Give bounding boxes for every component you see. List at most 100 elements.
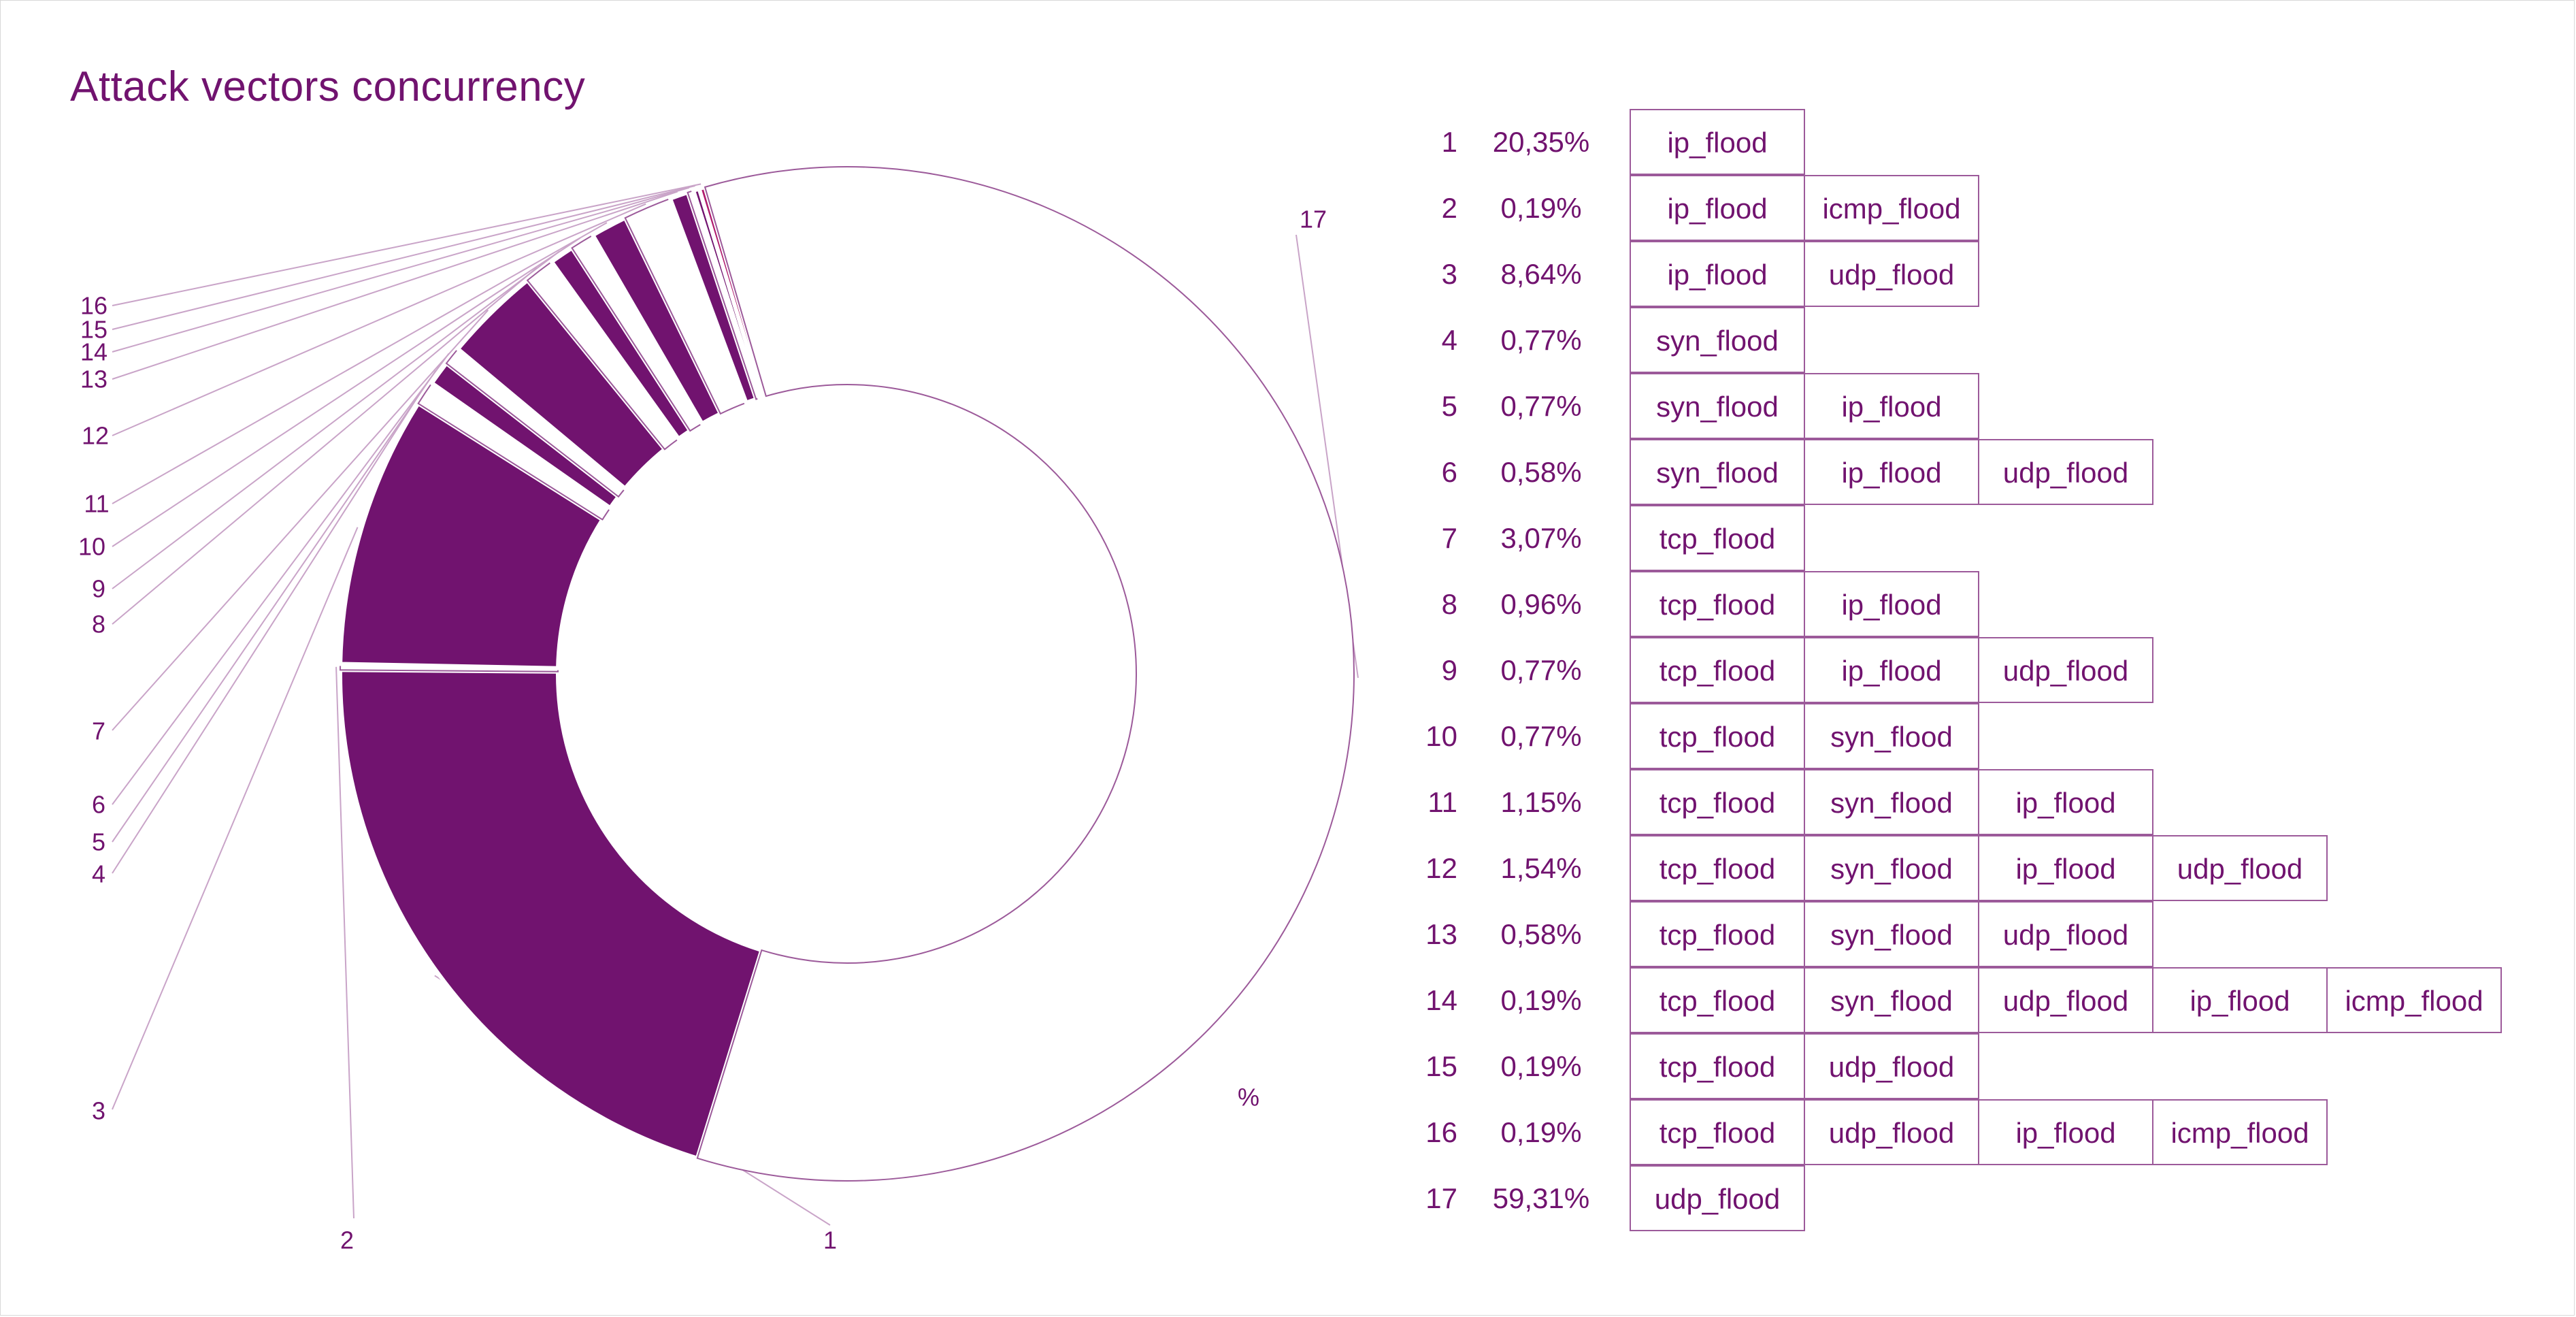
vector-cell: ip_flood <box>1630 109 1805 175</box>
vector-cell: tcp_flood <box>1630 901 1805 967</box>
row-index: 7 <box>1441 522 1457 554</box>
row-percentage: 1,15% <box>1500 786 1582 818</box>
row-percentage: 3,07% <box>1500 522 1582 554</box>
row-percentage: 0,19% <box>1500 1050 1582 1082</box>
slice-label-9: 9 <box>92 575 105 603</box>
leader-line-13 <box>112 191 678 380</box>
vector-cells: tcp_flood syn_flood udp_flood ip_flood icmp_… <box>1630 967 2502 1033</box>
donut-slice-1 <box>338 668 765 1161</box>
vector-cells: tcp_flood ip_flood udp_flood <box>1630 637 2153 703</box>
slice-label-17: 17 <box>1300 206 1327 233</box>
vector-cell: syn_flood <box>1804 703 1979 769</box>
vector-cell: syn_flood <box>1630 307 1805 373</box>
row-percentage: 0,77% <box>1500 720 1582 752</box>
vector-cell: ip_flood <box>1804 637 1979 703</box>
row-percentage: 0,19% <box>1500 984 1582 1016</box>
leader-line-15 <box>112 185 695 330</box>
vector-cell: icmp_flood <box>1804 175 1979 241</box>
vector-cell: syn_flood <box>1630 373 1805 439</box>
vector-cells: syn_flood ip_flood <box>1630 373 1979 439</box>
leader-line-10 <box>112 237 581 547</box>
vector-cells: ip_flood icmp_flood <box>1630 175 1979 241</box>
slice-label-10: 10 <box>78 533 105 561</box>
vector-cell: udp_flood <box>1978 439 2153 505</box>
chart-title: Attack vectors concurrency <box>70 63 586 110</box>
vector-cells: tcp_flood ip_flood <box>1630 571 1979 637</box>
slice-label-4: 4 <box>92 860 105 888</box>
slice-label-6: 6 <box>92 791 105 819</box>
vector-cell: syn_flood <box>1804 769 1979 835</box>
vector-cells: tcp_flood udp_flood <box>1630 1033 1979 1099</box>
vector-cell: udp_flood <box>1978 901 2153 967</box>
row-index: 5 <box>1441 390 1457 422</box>
vector-cell: tcp_flood <box>1630 835 1805 901</box>
row-index: 14 <box>1425 984 1457 1016</box>
row-index: 17 <box>1425 1182 1457 1214</box>
vector-cell: tcp_flood <box>1630 1033 1805 1099</box>
vector-cell: syn_flood <box>1804 901 1979 967</box>
row-index: 13 <box>1425 918 1457 950</box>
row-percentage: 0,96% <box>1500 588 1582 620</box>
vector-cell: udp_flood <box>1978 637 2153 703</box>
leader-line-2 <box>335 666 354 1219</box>
slice-label-1: 1 <box>823 1226 837 1254</box>
vector-cell: ip_flood <box>1978 769 2153 835</box>
vector-cell: ip_flood <box>2152 967 2328 1033</box>
slice-label-3: 3 <box>92 1097 105 1125</box>
vector-cells: udp_flood <box>1630 1165 1805 1231</box>
slice-label-15: 15 <box>80 316 108 344</box>
slice-label-7: 7 <box>92 717 105 745</box>
vector-cell: ip_flood <box>1804 571 1979 637</box>
vector-cells: ip_flood udp_flood <box>1630 241 1979 307</box>
vector-cell: tcp_flood <box>1630 571 1805 637</box>
row-index: 11 <box>1427 786 1457 818</box>
vector-cell: icmp_flood <box>2152 1099 2328 1165</box>
donut-slice-17 <box>696 166 1355 1182</box>
vector-cells: tcp_flood <box>1630 505 1805 571</box>
vector-cells: syn_flood ip_flood udp_flood <box>1630 439 2153 505</box>
row-percentage: 0,19% <box>1500 1116 1582 1148</box>
vector-cell: udp_flood <box>2152 835 2328 901</box>
row-index: 15 <box>1425 1050 1457 1082</box>
vector-cell: ip_flood <box>1630 175 1805 241</box>
row-index: 1 <box>1441 126 1457 158</box>
row-index: 6 <box>1441 456 1457 488</box>
vector-cell: udp_flood <box>1630 1165 1805 1231</box>
vector-cell: udp_flood <box>1804 1099 1979 1165</box>
vector-cell: udp_flood <box>1804 241 1979 307</box>
row-index: 9 <box>1441 654 1457 686</box>
row-percentage: 0,58% <box>1500 456 1582 488</box>
vector-cell: ip_flood <box>1978 835 2153 901</box>
row-index: 16 <box>1425 1116 1457 1148</box>
slice-label-12: 12 <box>82 422 109 450</box>
vector-cell: syn_flood <box>1630 439 1805 505</box>
vector-cells: tcp_flood syn_flood ip_flood udp_flood <box>1630 835 2328 901</box>
slice-label-16: 16 <box>80 292 108 320</box>
vector-cell: ip_flood <box>1630 241 1805 307</box>
vector-cell: tcp_flood <box>1630 637 1805 703</box>
vector-cells: ip_flood <box>1630 109 1805 175</box>
leader-line-16 <box>112 183 701 306</box>
vector-cell: ip_flood <box>1804 439 1979 505</box>
vector-cell: tcp_flood <box>1630 769 1805 835</box>
vector-cells: tcp_flood syn_flood <box>1630 703 1979 769</box>
vector-cells: tcp_flood syn_flood udp_flood <box>1630 901 2153 967</box>
row-percentage: 0,58% <box>1500 918 1582 950</box>
slice-label-5: 5 <box>92 828 105 856</box>
vector-cell: tcp_flood <box>1630 703 1805 769</box>
vector-cell: syn_flood <box>1804 835 1979 901</box>
leader-line-9 <box>112 250 560 589</box>
row-percentage: 59,31% <box>1492 1182 1590 1214</box>
donut-slices <box>338 166 1355 1182</box>
leader-line-4 <box>112 390 423 874</box>
row-index: 12 <box>1425 852 1457 884</box>
row-percentage: 0,77% <box>1500 390 1582 422</box>
row-percentage: 8,64% <box>1500 258 1582 290</box>
row-index: 8 <box>1441 588 1457 620</box>
vector-cell: udp_flood <box>1804 1033 1979 1099</box>
row-percentage: 0,19% <box>1500 192 1582 224</box>
leader-line-11 <box>112 222 608 504</box>
vector-cell: udp_flood <box>1978 967 2153 1033</box>
slice-label-13: 13 <box>80 365 108 393</box>
